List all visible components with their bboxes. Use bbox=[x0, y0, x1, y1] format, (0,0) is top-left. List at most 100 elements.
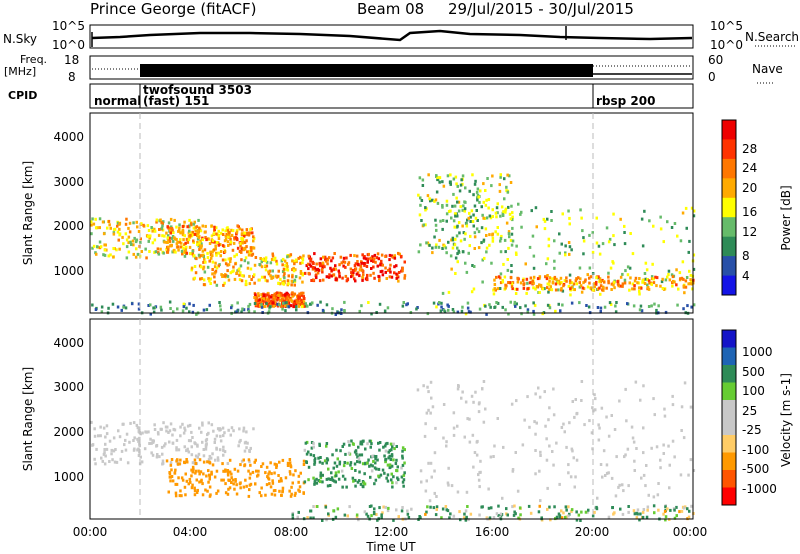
power-cell bbox=[160, 226, 164, 230]
velocity-cell bbox=[346, 461, 349, 465]
power-cell bbox=[401, 266, 404, 270]
power-cell bbox=[487, 198, 491, 201]
power-cell bbox=[431, 198, 434, 202]
velocity-cell bbox=[381, 511, 384, 515]
power-cell bbox=[291, 273, 294, 277]
power-cell bbox=[593, 285, 596, 289]
power-cell bbox=[322, 255, 325, 259]
velocity-cell bbox=[390, 464, 394, 468]
power-cell bbox=[372, 271, 375, 275]
power-cell bbox=[500, 234, 503, 238]
power-cell bbox=[641, 280, 644, 284]
power-cell bbox=[445, 212, 449, 216]
velocity-cell bbox=[347, 440, 350, 444]
power-cell bbox=[381, 263, 384, 267]
velocity-cell bbox=[595, 505, 598, 509]
power-cell bbox=[528, 281, 532, 285]
power-cell bbox=[455, 234, 459, 238]
velocity-cell bbox=[564, 505, 568, 509]
velocity-cell bbox=[551, 450, 554, 453]
velocity-cell bbox=[171, 433, 174, 437]
power-cell bbox=[471, 173, 474, 177]
velocity-cell bbox=[392, 475, 395, 479]
velocity-cell bbox=[601, 475, 604, 479]
velocity-cell bbox=[359, 440, 363, 444]
power-cell bbox=[191, 252, 195, 256]
power-cell bbox=[226, 228, 230, 232]
power-cell bbox=[326, 262, 329, 266]
vel-cbar-tick-m100: -100 bbox=[742, 443, 769, 457]
power-cell bbox=[397, 271, 401, 274]
power-cell bbox=[112, 255, 115, 259]
velocity-cell bbox=[395, 481, 398, 485]
power-cell bbox=[316, 303, 319, 307]
power-cell bbox=[626, 302, 629, 306]
power-cell bbox=[581, 286, 585, 290]
velocity-cell bbox=[482, 380, 486, 383]
power-cell bbox=[655, 308, 658, 312]
velocity-cell bbox=[265, 465, 269, 469]
velocity-cell bbox=[242, 458, 245, 462]
velocity-cell bbox=[487, 487, 490, 491]
velocity-cell bbox=[156, 431, 160, 435]
velocity-cell bbox=[518, 506, 522, 510]
velocity-cell bbox=[207, 458, 211, 462]
power-cell bbox=[278, 303, 281, 307]
vel-ytick-1000: 1000 bbox=[53, 470, 84, 484]
velocity-cell bbox=[249, 463, 252, 467]
power-cell bbox=[240, 232, 244, 236]
power-cell bbox=[443, 310, 447, 314]
power-cell bbox=[233, 277, 237, 281]
power-cell bbox=[266, 293, 269, 297]
power-cell bbox=[498, 183, 501, 187]
power-cell bbox=[192, 226, 196, 230]
power-cell bbox=[684, 206, 688, 210]
power-cell bbox=[499, 272, 503, 276]
power-cell bbox=[468, 211, 471, 215]
power-cell bbox=[354, 267, 358, 271]
velocity-cell bbox=[155, 455, 159, 459]
power-cell bbox=[315, 262, 318, 266]
power-cell bbox=[547, 237, 551, 241]
velocity-cell bbox=[190, 430, 193, 434]
power-cell bbox=[526, 287, 530, 291]
velocity-cell bbox=[110, 452, 113, 456]
power-cell bbox=[657, 304, 660, 308]
power-cell bbox=[287, 305, 291, 309]
power-cell bbox=[139, 241, 142, 244]
velocity-cell bbox=[265, 483, 269, 487]
velocity-cell bbox=[224, 491, 228, 495]
power-cell bbox=[230, 306, 233, 310]
velocity-cell bbox=[139, 455, 142, 459]
power-cell bbox=[379, 270, 383, 274]
velocity-cell bbox=[156, 453, 159, 456]
power-cell bbox=[605, 286, 608, 290]
power-cell bbox=[516, 276, 519, 280]
power-cell bbox=[275, 291, 279, 295]
power-cell bbox=[215, 283, 219, 287]
power-cell bbox=[454, 175, 458, 179]
velocity-cell bbox=[333, 461, 337, 465]
power-cell bbox=[306, 262, 310, 266]
velocity-cell bbox=[114, 448, 117, 451]
velocity-cell bbox=[198, 472, 201, 476]
velocity-cell bbox=[141, 431, 144, 435]
velocity-cell bbox=[100, 456, 103, 460]
velocity-cell bbox=[129, 421, 132, 425]
power-cell bbox=[303, 271, 307, 275]
power-cell bbox=[478, 200, 481, 204]
velocity-cell bbox=[615, 455, 618, 459]
velocity-cell bbox=[688, 509, 691, 513]
velocity-cell bbox=[180, 494, 183, 498]
velocity-cell bbox=[689, 405, 693, 409]
power-cell bbox=[535, 225, 538, 229]
velocity-cell bbox=[226, 462, 230, 465]
power-cell bbox=[363, 263, 366, 267]
velocity-cell bbox=[429, 380, 433, 384]
power-cell bbox=[538, 291, 541, 294]
velocity-cell bbox=[216, 427, 220, 431]
power-cell bbox=[156, 247, 160, 251]
power-cell bbox=[681, 260, 685, 264]
power-cell bbox=[532, 275, 536, 279]
power-cell bbox=[589, 286, 593, 290]
